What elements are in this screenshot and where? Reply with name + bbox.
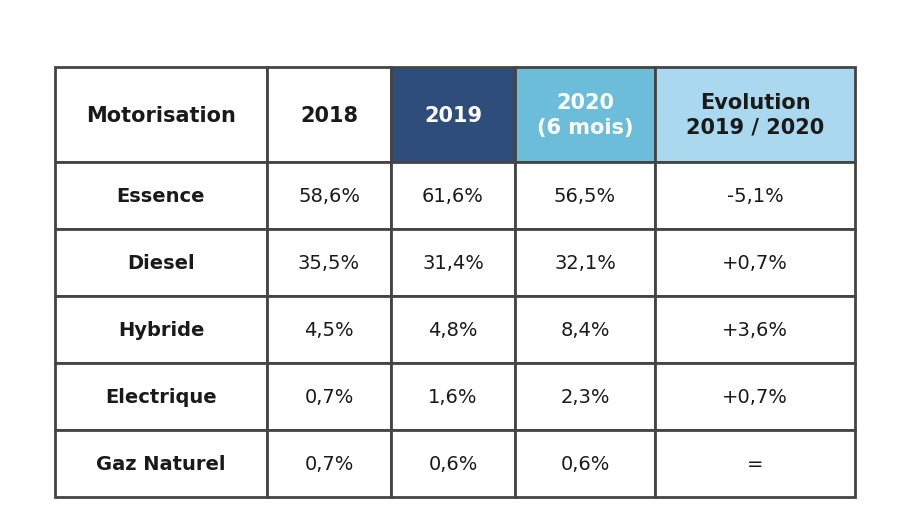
- Bar: [55, 230, 267, 296]
- Bar: [515, 163, 655, 230]
- Bar: [515, 230, 655, 296]
- Bar: [267, 430, 391, 497]
- Text: 2018: 2018: [300, 105, 358, 125]
- Text: +0,7%: +0,7%: [722, 387, 788, 406]
- Bar: [391, 296, 515, 363]
- Text: 2019: 2019: [424, 105, 482, 125]
- Text: 1,6%: 1,6%: [428, 387, 478, 406]
- Bar: [391, 68, 515, 163]
- Text: 4,5%: 4,5%: [304, 320, 354, 339]
- Text: 58,6%: 58,6%: [298, 187, 360, 206]
- Text: 2020
(6 mois): 2020 (6 mois): [536, 93, 634, 138]
- Bar: [655, 430, 855, 497]
- Bar: [391, 230, 515, 296]
- Text: Motorisation: Motorisation: [86, 105, 236, 125]
- Bar: [55, 163, 267, 230]
- Bar: [391, 430, 515, 497]
- Bar: [515, 430, 655, 497]
- Bar: [267, 296, 391, 363]
- Text: Evolution
2019 / 2020: Evolution 2019 / 2020: [686, 93, 824, 138]
- Bar: [515, 68, 655, 163]
- Bar: [267, 230, 391, 296]
- Bar: [515, 363, 655, 430]
- Text: Gaz Naturel: Gaz Naturel: [96, 454, 226, 473]
- Text: 0,7%: 0,7%: [304, 387, 354, 406]
- Bar: [55, 430, 267, 497]
- Text: +0,7%: +0,7%: [722, 254, 788, 273]
- Bar: [391, 163, 515, 230]
- Bar: [515, 296, 655, 363]
- Bar: [267, 68, 391, 163]
- Text: 2,3%: 2,3%: [560, 387, 610, 406]
- Text: 61,6%: 61,6%: [422, 187, 484, 206]
- Bar: [655, 363, 855, 430]
- Bar: [391, 363, 515, 430]
- Bar: [55, 68, 267, 163]
- Text: 31,4%: 31,4%: [422, 254, 484, 273]
- Text: 4,8%: 4,8%: [428, 320, 478, 339]
- Text: Hybride: Hybride: [118, 320, 204, 339]
- Bar: [655, 68, 855, 163]
- Bar: [655, 296, 855, 363]
- Bar: [655, 163, 855, 230]
- Text: Diesel: Diesel: [127, 254, 194, 273]
- Bar: [267, 163, 391, 230]
- Text: 56,5%: 56,5%: [554, 187, 616, 206]
- Bar: [267, 363, 391, 430]
- Text: 35,5%: 35,5%: [298, 254, 360, 273]
- Bar: [655, 230, 855, 296]
- Text: =: =: [747, 454, 763, 473]
- Text: +3,6%: +3,6%: [722, 320, 788, 339]
- Bar: [55, 296, 267, 363]
- Text: 0,6%: 0,6%: [428, 454, 478, 473]
- Bar: [55, 363, 267, 430]
- Text: 0,7%: 0,7%: [304, 454, 354, 473]
- Text: 0,6%: 0,6%: [561, 454, 609, 473]
- Text: Electrique: Electrique: [105, 387, 217, 406]
- Text: 8,4%: 8,4%: [560, 320, 610, 339]
- Text: Essence: Essence: [117, 187, 205, 206]
- Text: -5,1%: -5,1%: [726, 187, 783, 206]
- Text: 32,1%: 32,1%: [554, 254, 616, 273]
